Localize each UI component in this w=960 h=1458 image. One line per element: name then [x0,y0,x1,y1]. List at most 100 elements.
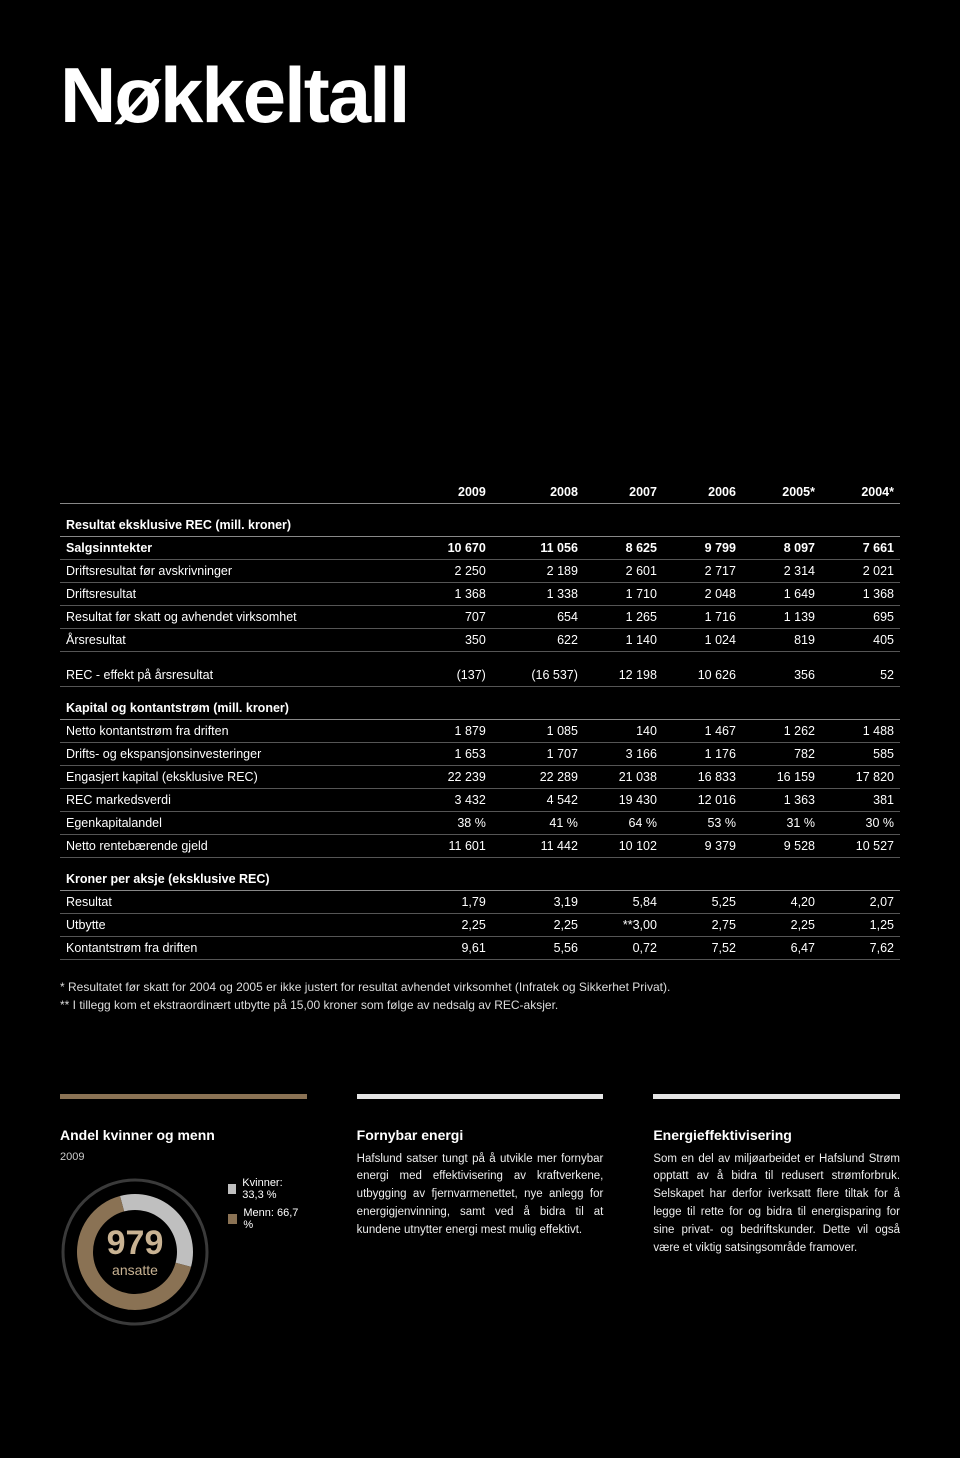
row-value: 5,25 [663,890,742,913]
efficiency-body: Som en del av miljøarbeidet er Hafslund … [653,1151,900,1258]
row-value: 8 625 [584,537,663,560]
row-value: 0,72 [584,936,663,959]
row-value: 782 [742,742,821,765]
row-value: 8 097 [742,537,821,560]
row-value: 1,79 [413,890,492,913]
table-row: Årsresultat3506221 1401 024819405 [60,629,900,652]
row-value: 695 [821,606,900,629]
gender-legend: Kvinner: 33,3 % Menn: 66,7 % [228,1177,307,1237]
row-value: **3,00 [584,913,663,936]
row-label: Salgsinntekter [60,537,413,560]
row-value: 1 140 [584,629,663,652]
row-label: Netto rentebærende gjeld [60,834,413,857]
row-value: 11 601 [413,834,492,857]
row-value: 3 432 [413,788,492,811]
gender-year: 2009 [60,1151,307,1163]
renewable-column: Fornybar energi Hafslund satser tungt på… [357,1094,604,1327]
row-value: 16 833 [663,765,742,788]
legend-men: Menn: 66,7 % [243,1207,306,1231]
row-value: 1 265 [584,606,663,629]
row-value: 12 016 [663,788,742,811]
row-value: 53 % [663,811,742,834]
row-label: REC - effekt på årsresultat [60,664,413,687]
row-value: 2,25 [742,913,821,936]
row-value: 585 [821,742,900,765]
section-bar [653,1094,900,1099]
legend-women: Kvinner: 33,3 % [242,1177,306,1201]
row-value: 30 % [821,811,900,834]
table-header-year: 2005* [742,481,821,504]
footnote-1: * Resultatet før skatt for 2004 og 2005 … [60,978,900,996]
row-value: 10 102 [584,834,663,857]
row-label: Årsresultat [60,629,413,652]
row-value: 1 710 [584,583,663,606]
row-value: 622 [492,629,584,652]
table-row: Salgsinntekter10 67011 0568 6259 7998 09… [60,537,900,560]
row-value: 5,84 [584,890,663,913]
row-value: 19 430 [584,788,663,811]
table-row: Netto kontantstrøm fra driften1 8791 085… [60,719,900,742]
row-value: 2 021 [821,560,900,583]
row-label: Driftsresultat [60,583,413,606]
row-label: Resultat før skatt og avhendet virksomhe… [60,606,413,629]
row-value: 9 379 [663,834,742,857]
row-value: 31 % [742,811,821,834]
footnote-2: ** I tillegg kom et ekstraordinært utbyt… [60,996,900,1014]
row-label: Drifts- og ekspansjonsinvesteringer [60,742,413,765]
row-value: 2,25 [492,913,584,936]
table-row: Egenkapitalandel38 %41 %64 %53 %31 %30 % [60,811,900,834]
row-value: 7 661 [821,537,900,560]
table-section-header: Resultat eksklusive REC (mill. kroner) [60,504,900,537]
row-value: 1 467 [663,719,742,742]
row-value: 10 626 [663,664,742,687]
row-label: REC markedsverdi [60,788,413,811]
row-value: 2 314 [742,560,821,583]
section-bar [60,1094,307,1099]
table-row: Utbytte2,252,25**3,002,752,251,25 [60,913,900,936]
table-header-year: 2004* [821,481,900,504]
row-value: 1 085 [492,719,584,742]
table-header-label [60,481,413,504]
row-value: 2 250 [413,560,492,583]
row-value: 405 [821,629,900,652]
page-title: Nøkkeltall [60,50,900,141]
row-value: (137) [413,664,492,687]
row-value: 350 [413,629,492,652]
row-label: Resultat [60,890,413,913]
row-value: 21 038 [584,765,663,788]
row-value: 356 [742,664,821,687]
row-value: 1 879 [413,719,492,742]
table-header-year: 2009 [413,481,492,504]
row-value: 1 024 [663,629,742,652]
efficiency-title: Energieffektivisering [653,1127,900,1143]
row-value: 381 [821,788,900,811]
row-value: 2 189 [492,560,584,583]
row-value: 9 528 [742,834,821,857]
table-row: Driftsresultat1 3681 3381 7102 0481 6491… [60,583,900,606]
row-value: 819 [742,629,821,652]
row-value: 38 % [413,811,492,834]
row-label: Utbytte [60,913,413,936]
row-value: 9 799 [663,537,742,560]
row-value: 2 717 [663,560,742,583]
table-section-header: Kapital og kontantstrøm (mill. kroner) [60,686,900,719]
table-row: Kontantstrøm fra driften9,615,560,727,52… [60,936,900,959]
renewable-body: Hafslund satser tungt på å utvikle mer f… [357,1151,604,1240]
row-value: 22 239 [413,765,492,788]
row-value: (16 537) [492,664,584,687]
row-value: 654 [492,606,584,629]
row-label: Engasjert kapital (eksklusive REC) [60,765,413,788]
renewable-title: Fornybar energi [357,1127,604,1143]
row-value: 3 166 [584,742,663,765]
row-value: 6,47 [742,936,821,959]
row-value: 10 527 [821,834,900,857]
row-value: 1 338 [492,583,584,606]
row-value: 22 289 [492,765,584,788]
row-value: 1,25 [821,913,900,936]
row-value: 17 820 [821,765,900,788]
row-value: 2,07 [821,890,900,913]
row-value: 7,62 [821,936,900,959]
table-row: Netto rentebærende gjeld11 60111 44210 1… [60,834,900,857]
row-value: 140 [584,719,663,742]
swatch-women [228,1184,236,1194]
